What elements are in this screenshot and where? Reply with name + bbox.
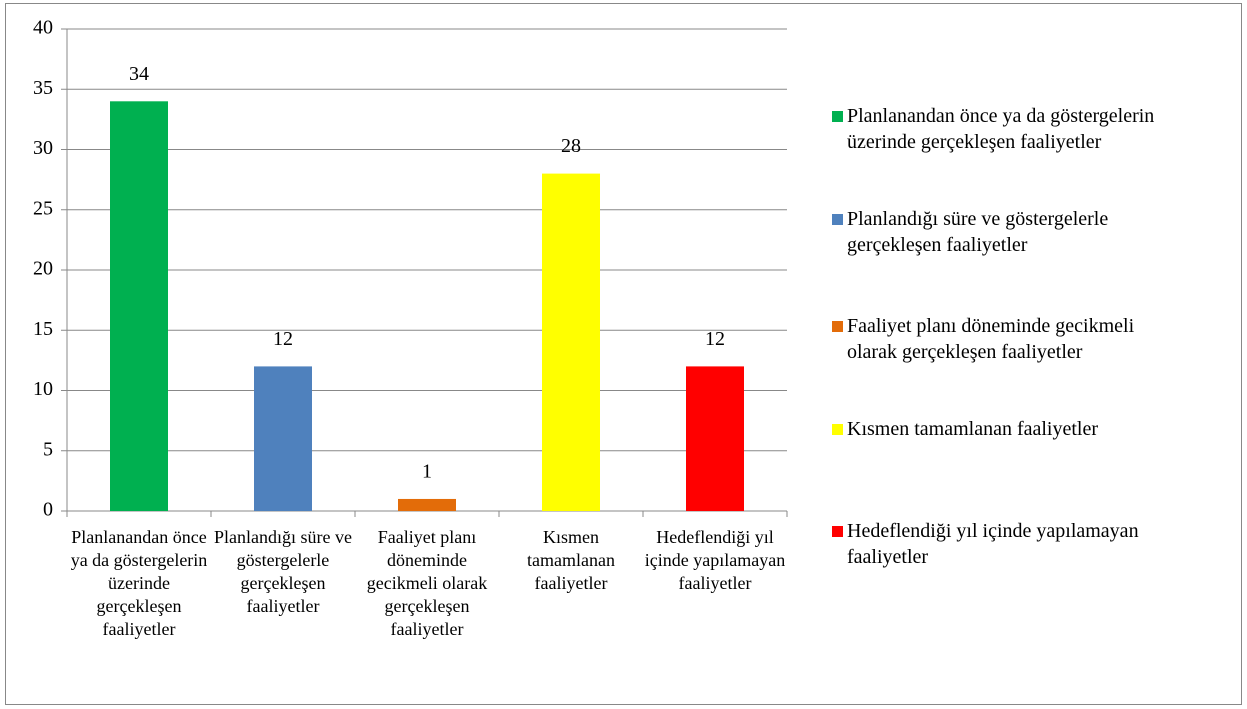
x-tick-label: Planlandığı süre ve göstergelerle gerçek… [214, 527, 352, 616]
bar [254, 366, 312, 511]
bar [686, 366, 744, 511]
y-tick-label: 40 [33, 17, 53, 39]
y-tick-label: 15 [33, 318, 53, 340]
legend-label: Hedeflendiği yıl içinde yapılamayan faal… [847, 520, 1139, 568]
legend-entry: Planlanandan önce ya da göstergelerin üz… [832, 103, 1172, 155]
y-tick-label: 10 [33, 378, 53, 400]
legend-entry: Faaliyet planı döneminde gecikmeli olara… [832, 313, 1172, 365]
y-tick-label: 0 [43, 499, 53, 521]
legend-swatch [832, 424, 843, 435]
data-label: 12 [273, 328, 293, 350]
legend-swatch [832, 111, 843, 122]
x-tick-label: Kısmen tamamlanan faaliyetler [527, 527, 615, 593]
x-tick-label: Faaliyet planı döneminde gecikmeli olara… [366, 527, 488, 639]
y-tick-label: 30 [33, 137, 53, 159]
bar [110, 101, 168, 512]
legend-swatch [832, 526, 843, 537]
chart-border [5, 3, 1242, 705]
legend-entry: Planlandığı süre ve göstergelerle gerçek… [832, 206, 1172, 258]
y-tick-label: 5 [43, 438, 53, 460]
legend-entry: Kısmen tamamlanan faaliyetler [832, 416, 1172, 442]
legend-label: Planlanandan önce ya da göstergelerin üz… [847, 105, 1155, 153]
bar [398, 498, 456, 511]
x-tick-label: Hedeflendiği yıl içinde yapılamayan faal… [644, 527, 786, 593]
legend-label: Planlandığı süre ve göstergelerle gerçek… [847, 208, 1109, 256]
data-label: 34 [129, 63, 149, 85]
data-label: 1 [422, 461, 432, 483]
data-label: 12 [705, 328, 725, 350]
legend-label: Kısmen tamamlanan faaliyetler [847, 418, 1099, 440]
legend-entry: Hedeflendiği yıl içinde yapılamayan faal… [832, 518, 1172, 570]
legend-label: Faaliyet planı döneminde gecikmeli olara… [847, 315, 1135, 363]
y-tick-label: 35 [33, 77, 53, 99]
legend-swatch [832, 321, 843, 332]
y-tick-label: 25 [33, 197, 53, 219]
y-tick-label: 20 [33, 258, 53, 280]
data-label: 28 [561, 135, 581, 157]
bar [542, 173, 600, 511]
legend-swatch [832, 214, 843, 225]
x-tick-label: Planlanandan önce ya da göstergelerin üz… [70, 527, 208, 639]
